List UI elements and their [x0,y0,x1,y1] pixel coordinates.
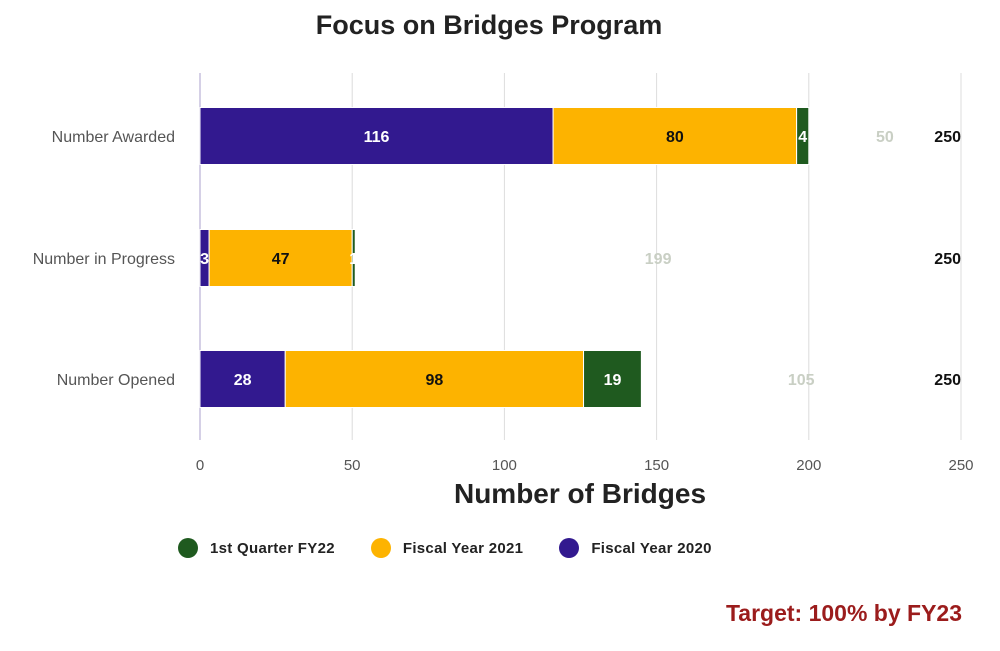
y-category-label: Number Awarded [52,129,175,146]
bar-number-in-progress-fiscal-year-2021 [208,229,353,287]
legend-item-fiscal-year-2020: Fiscal Year 2020 [559,538,711,558]
data-label-number-opened-fiscal-year-2020: 28 [234,372,252,389]
x-tick-label: 150 [644,457,669,470]
data-label-number-opened-1st-quarter-fy22: 19 [604,372,622,389]
bar-number-in-progress-1st-quarter-fy22 [351,229,356,287]
legend-label: 1st Quarter FY22 [210,539,335,557]
bar-number-opened-fiscal-year-2021 [284,350,585,408]
legend-label: Fiscal Year 2020 [591,539,712,557]
legend-item-fiscal-year-2021: Fiscal Year 2021 [370,538,524,558]
total-label: 250 [934,372,961,389]
data-label-number-awarded-1st-quarter-fy22: 4 [798,129,807,146]
x-tick-label: 250 [948,457,973,470]
target-annotation: Target: 100% by FY23 [725,600,962,626]
bar-number-awarded-1st-quarter-fy22 [796,107,810,165]
legend-swatch [178,538,198,558]
data-label-number-awarded-fiscal-year-2021: 80 [666,129,684,146]
legend-label: Fiscal Year 2021 [402,539,524,557]
y-category-label: Number Opened [57,372,175,389]
legend-swatch [370,538,391,558]
data-label-number-opened-fiscal-year-2021: 98 [425,372,443,389]
data-label-number-awarded-remaining: 50 [876,129,894,146]
legend: 1st Quarter FY22 Fiscal Year 2021 Fiscal Y… [178,538,712,558]
x-axis-label: Number of Bridges [453,478,707,509]
bar-number-opened-fiscal-year-2020 [199,350,286,408]
legend-item-1st-quarter-fy22: 1st Quarter FY22 [178,538,335,558]
data-label-number-awarded-fiscal-year-2020: 116 [364,129,390,146]
bar-number-opened-1st-quarter-fy22 [583,350,642,408]
bar-layer [199,107,810,408]
chart-title: Focus on Bridges Program [315,10,663,40]
legend-swatch [559,538,580,558]
total-label: 250 [934,251,961,268]
data-label-number-opened-remaining: 105 [788,372,815,389]
data-label-number-in-progress-fiscal-year-2021: 47 [272,251,290,268]
x-tick-label: 0 [196,457,204,470]
y-category-label: Number in Progress [33,251,175,268]
bar-number-awarded-fiscal-year-2021 [552,107,798,165]
x-tick-label: 50 [344,457,361,470]
x-tick-label: 100 [492,457,517,470]
x-tick-label: 200 [796,457,821,470]
data-label-number-in-progress-remaining: 199 [645,251,672,268]
data-label-number-in-progress-fiscal-year-2020: 3 [200,251,209,268]
total-label: 250 [934,129,961,146]
data-label-number-in-progress-1st-quarter-fy22: 1 [349,251,358,268]
